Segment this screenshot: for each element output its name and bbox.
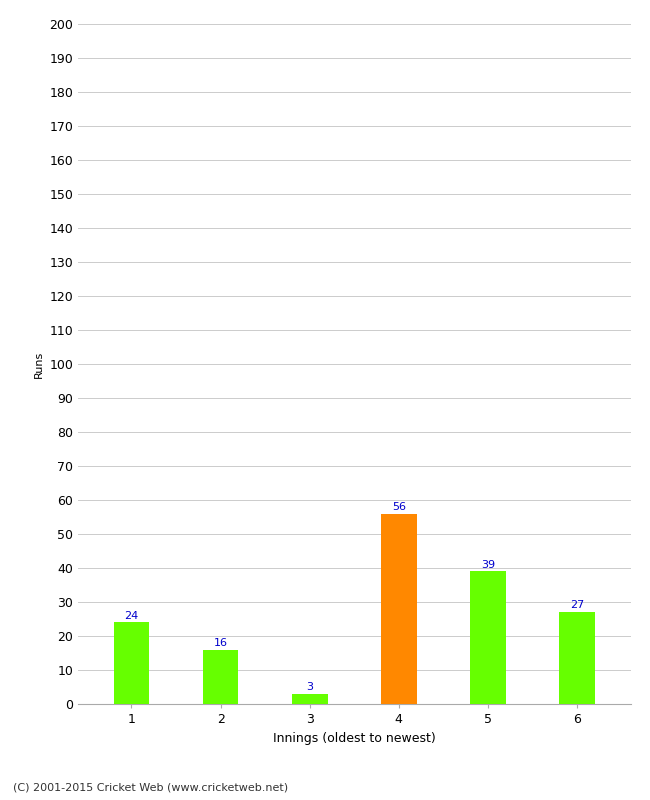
- Text: 56: 56: [392, 502, 406, 512]
- Bar: [292, 694, 328, 704]
- Bar: [203, 650, 239, 704]
- Text: 24: 24: [124, 610, 138, 621]
- Bar: [114, 622, 150, 704]
- Bar: [559, 612, 595, 704]
- Text: (C) 2001-2015 Cricket Web (www.cricketweb.net): (C) 2001-2015 Cricket Web (www.cricketwe…: [13, 782, 288, 792]
- Bar: [470, 571, 506, 704]
- Text: 3: 3: [306, 682, 313, 692]
- Bar: [381, 514, 417, 704]
- Text: 27: 27: [570, 601, 584, 610]
- Y-axis label: Runs: Runs: [34, 350, 44, 378]
- Text: 39: 39: [481, 560, 495, 570]
- Text: 16: 16: [214, 638, 228, 648]
- X-axis label: Innings (oldest to newest): Innings (oldest to newest): [273, 731, 436, 745]
